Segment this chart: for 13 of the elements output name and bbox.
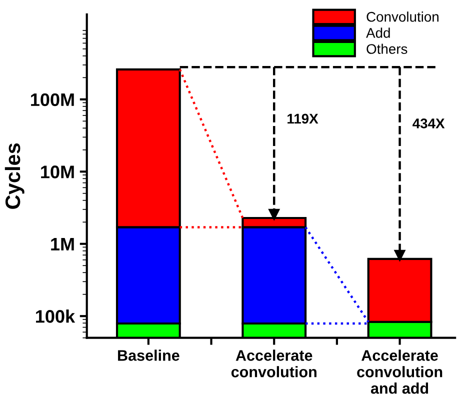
annotation: 119X: [288, 114, 318, 124]
legend-label: Convolution: [366, 12, 438, 22]
x-tick-label: Baseline: [118, 350, 180, 361]
y-axis-title: Cycles: [4, 143, 24, 209]
legend-label: Others: [366, 44, 408, 54]
y-tick-label: 1M: [51, 238, 74, 250]
y-tick-label: 100k: [36, 310, 76, 323]
annotation: 434X: [412, 118, 445, 128]
x-tick-label: Accelerate convolution and add: [357, 350, 442, 394]
x-tick-label: Accelerate convolution: [231, 350, 316, 378]
y-tick-label: 100M: [31, 93, 74, 106]
y-tick-label: 10M: [41, 166, 74, 178]
legend-label: Add: [366, 28, 390, 38]
